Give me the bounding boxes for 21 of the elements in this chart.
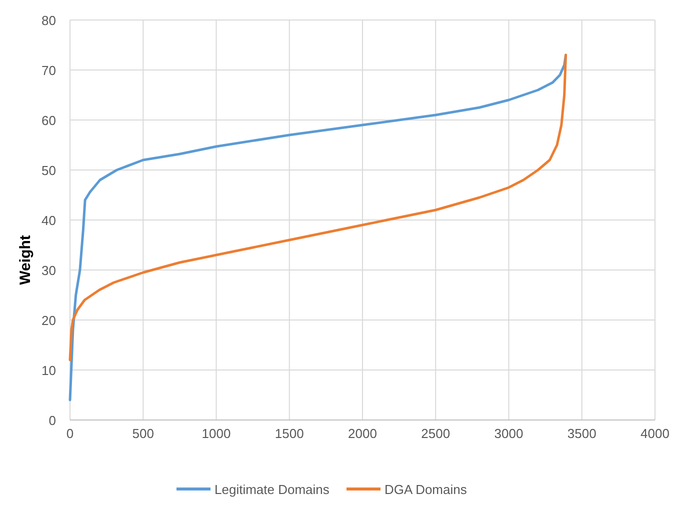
legend-label: Legitimate Domains: [214, 482, 330, 497]
y-axis-title: Weight: [17, 235, 34, 285]
y-tick-label: 30: [42, 263, 56, 278]
x-tick-label: 2000: [348, 426, 377, 441]
x-tick-label: 1000: [202, 426, 231, 441]
x-tick-label: 500: [132, 426, 154, 441]
x-tick-label: 0: [66, 426, 74, 441]
y-tick-label: 20: [42, 313, 56, 328]
y-tick-label: 10: [42, 363, 56, 378]
y-tick-label: 60: [42, 113, 56, 128]
y-tick-label: 0: [48, 413, 56, 428]
y-tick-label: 80: [42, 13, 56, 28]
y-tick-label: 50: [42, 163, 56, 178]
x-tick-label: 3500: [567, 426, 596, 441]
legend-label: DGA Domains: [384, 482, 468, 497]
x-tick-label: 3000: [494, 426, 524, 441]
x-tick-label: 4000: [640, 426, 670, 441]
y-tick-label: 70: [42, 63, 56, 78]
y-tick-label: 40: [42, 213, 56, 228]
x-tick-label: 1500: [274, 426, 304, 441]
x-tick-label: 2500: [421, 426, 450, 441]
